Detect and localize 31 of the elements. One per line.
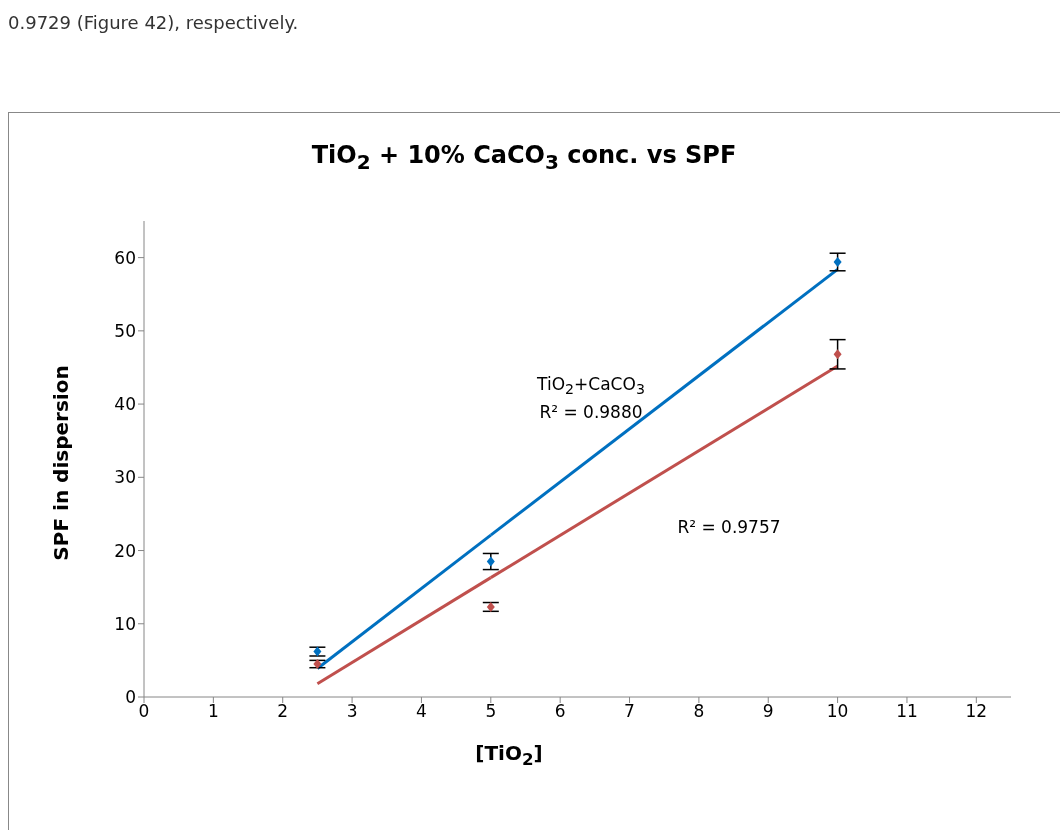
y-axis-title: SPF in dispersion: [49, 365, 73, 561]
y-tick-label: 60: [114, 247, 136, 268]
y-tick-label: 40: [114, 394, 136, 415]
y-tick-label: 30: [114, 467, 136, 488]
chart-title: TiO$_{2}$ + 10% CaCO$_{3}$ conc. vs SPF: [310, 141, 738, 174]
y-tick-label: 0: [125, 687, 136, 708]
x-tick-label: 3: [346, 701, 358, 722]
text: 0.9729 (Figure 42), respectively.: [8, 12, 299, 33]
x-tick-label: 9: [762, 701, 774, 722]
point: [486, 601, 495, 612]
x-tick-label: 1: [207, 701, 219, 722]
x-tick-label: 12: [965, 701, 988, 722]
y-tick-label: 50: [114, 320, 136, 341]
y-tick-label: 20: [114, 540, 136, 561]
x-tick-label: 5: [485, 701, 497, 722]
x-tick-label: 0: [138, 701, 150, 722]
x-tick-label: 2: [277, 701, 289, 722]
x-tick-label: 8: [693, 701, 705, 722]
y-tick-label: 10: [114, 613, 136, 634]
annotation: R² = 0.9880: [538, 402, 644, 422]
x-axis-title: [TiO$_{2}$]: [474, 741, 544, 769]
point: [833, 257, 842, 268]
x-tick-label: 6: [554, 701, 566, 722]
x-tick-label: 4: [416, 701, 427, 722]
x-tick-label: 10: [826, 701, 849, 722]
point: [833, 349, 842, 360]
point: [486, 556, 495, 567]
annotation: TiO$_{2}$+CaCO$_{3}$: [536, 374, 646, 398]
annotation: R² = 0.9757: [676, 517, 782, 537]
x-tick-label: 7: [624, 701, 635, 722]
x-tick-label: 11: [896, 701, 918, 722]
